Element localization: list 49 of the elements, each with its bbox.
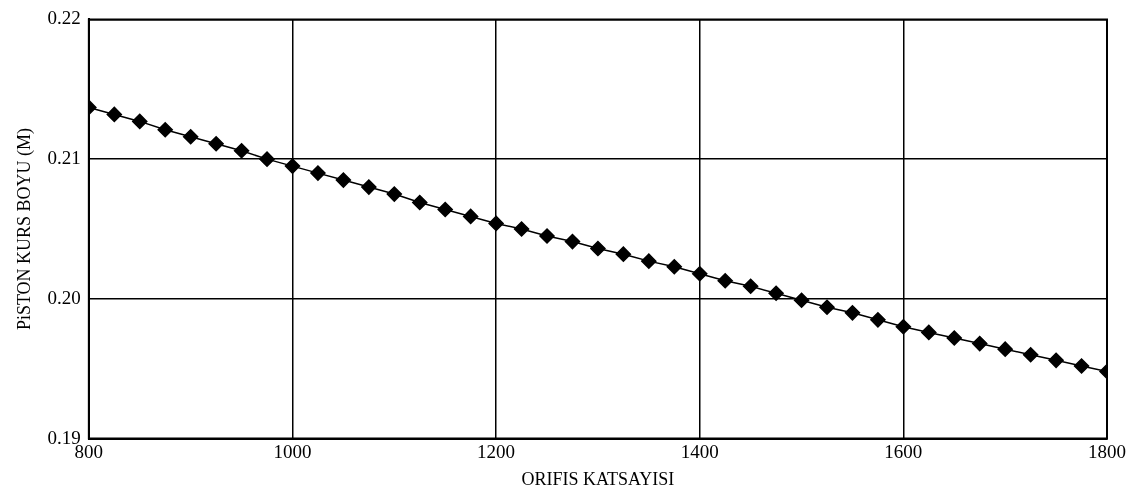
point [208, 136, 224, 152]
point [1048, 352, 1064, 369]
x-tick-label: 1200 [477, 440, 516, 462]
point [1073, 358, 1090, 374]
point [895, 319, 912, 335]
point [590, 240, 606, 257]
x-tick-label: 1600 [884, 440, 923, 462]
point [819, 299, 835, 315]
point [1022, 347, 1039, 363]
point [361, 179, 377, 195]
point [870, 312, 886, 328]
point [412, 194, 428, 211]
x-axis-title: ORIFIS KATSAYISI [521, 468, 675, 489]
point [742, 278, 759, 295]
point [844, 305, 861, 321]
point [157, 122, 173, 138]
point [615, 246, 632, 262]
point [233, 143, 250, 159]
point [946, 330, 963, 346]
point [921, 324, 937, 341]
point [106, 106, 123, 123]
point [564, 233, 581, 250]
point [691, 265, 708, 282]
point [310, 165, 326, 181]
point [182, 129, 199, 145]
y-axis-title: PiSTON KURS BOYU (M) [13, 127, 35, 331]
point [666, 258, 683, 275]
point [971, 335, 988, 352]
point [539, 228, 555, 244]
point [386, 186, 403, 202]
point [462, 208, 479, 225]
point [768, 285, 784, 302]
x-tick-label: 1400 [680, 440, 719, 462]
point [717, 272, 733, 289]
point [793, 292, 810, 309]
y-tick-label: 0.21 [47, 147, 81, 169]
y-tick-label: 0.22 [47, 7, 81, 29]
point [437, 201, 453, 218]
x-tick-label: 1000 [273, 440, 312, 462]
point [641, 253, 657, 269]
x-tick-label: 1800 [1088, 440, 1126, 462]
point [259, 151, 275, 167]
point [513, 221, 530, 237]
y-tick-label: 0.20 [47, 286, 81, 308]
point [335, 172, 352, 188]
point [284, 158, 301, 174]
point [997, 341, 1013, 357]
point [488, 215, 504, 232]
point [132, 113, 148, 130]
